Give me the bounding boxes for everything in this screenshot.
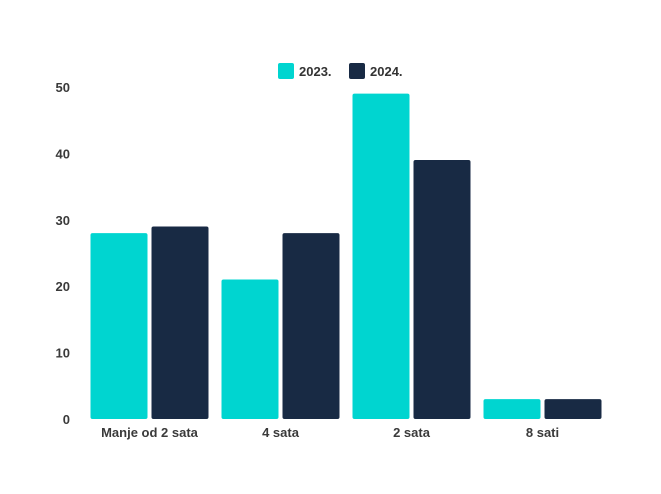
- legend: 2023. 2024.: [278, 63, 403, 79]
- x-tick-label-8-sati: 8 sati: [526, 425, 559, 440]
- y-tick-label-50: 50: [56, 80, 70, 95]
- bar-2023-4-sata[interactable]: [221, 279, 279, 419]
- x-tick-label-2-sata: 2 sata: [393, 425, 431, 440]
- x-tick-label-manje-od-2-sata: Manje od 2 sata: [101, 425, 199, 440]
- y-tick-label-0: 0: [63, 412, 70, 427]
- legend-label-2023: 2023.: [299, 64, 332, 79]
- bar-2023-8-sati[interactable]: [483, 399, 541, 419]
- bar-2024-4-sata[interactable]: [282, 233, 340, 419]
- bar-2024-manje-od-2-sata[interactable]: [151, 226, 209, 419]
- bar-2024-2-sata[interactable]: [413, 160, 471, 420]
- legend-swatch-2024: [349, 63, 365, 79]
- y-tick-label-40: 40: [56, 146, 70, 161]
- legend-swatch-2023: [278, 63, 294, 79]
- y-axis: 0 10 20 30 40 50: [56, 80, 70, 427]
- bar-2024-8-sati[interactable]: [544, 399, 602, 419]
- x-tick-label-4-sata: 4 sata: [262, 425, 300, 440]
- x-axis: Manje od 2 sata 4 sata 2 sata 8 sati: [101, 425, 559, 440]
- y-tick-label-30: 30: [56, 213, 70, 228]
- legend-label-2024: 2024.: [370, 64, 403, 79]
- legend-item-2023[interactable]: 2023.: [278, 63, 332, 79]
- bar-2023-2-sata[interactable]: [352, 93, 410, 419]
- y-tick-label-20: 20: [56, 279, 70, 294]
- bars: [90, 93, 602, 420]
- y-tick-label-10: 10: [56, 346, 70, 361]
- bar-2023-manje-od-2-sata[interactable]: [90, 233, 148, 419]
- legend-item-2024[interactable]: 2024.: [349, 63, 403, 79]
